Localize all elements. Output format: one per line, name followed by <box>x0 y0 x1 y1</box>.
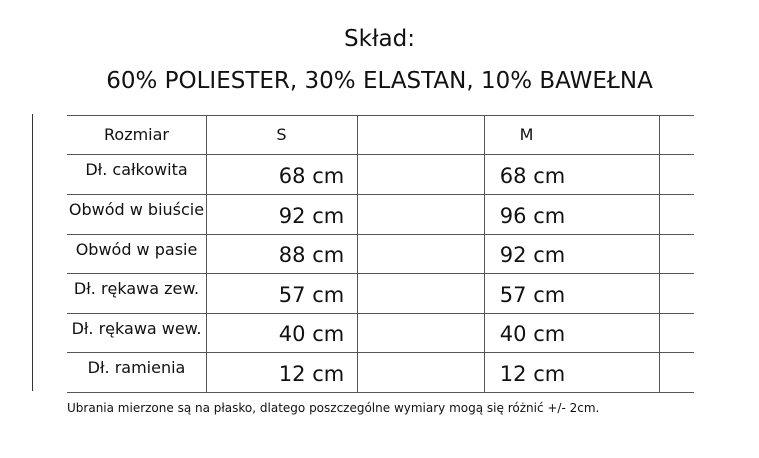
table-cell: 92 cm <box>499 243 566 267</box>
table-row-line <box>67 154 694 155</box>
table-column-line <box>357 115 358 392</box>
table-row-line <box>67 115 694 116</box>
table-row-line <box>67 352 694 353</box>
table-cell: Obwód w biuście <box>68 200 205 219</box>
table-row-line <box>67 273 694 274</box>
divider <box>32 114 33 391</box>
composition-title: Skład: <box>344 26 415 52</box>
table-row-line <box>67 234 694 235</box>
table-cell: 57 cm <box>278 283 345 307</box>
table-cell: S <box>276 125 287 144</box>
table-cell: 40 cm <box>278 322 345 346</box>
table-column-line <box>484 115 485 392</box>
table-cell: 12 cm <box>278 362 345 386</box>
table-row-line <box>67 392 694 393</box>
table-cell: 88 cm <box>278 243 345 267</box>
table-cell: Rozmiar <box>104 125 169 144</box>
table-row-line <box>67 194 694 195</box>
table-cell: 57 cm <box>499 283 566 307</box>
table-column-line <box>659 115 660 392</box>
table-cell: Obwód w pasie <box>75 240 198 259</box>
table-cell: 96 cm <box>499 204 566 228</box>
table-cell: 40 cm <box>499 322 566 346</box>
table-cell: 92 cm <box>278 204 345 228</box>
measurement-note: Ubrania mierzone są na płasko, dlatego p… <box>67 401 600 415</box>
table-cell: Dł. rękawa wew. <box>71 319 202 338</box>
composition-text: 60% POLIESTER, 30% ELASTAN, 10% BAWEŁNA <box>106 68 653 94</box>
table-cell: Dł. całkowita <box>85 160 188 179</box>
table-row-line <box>67 313 694 314</box>
table-cell: 12 cm <box>499 362 566 386</box>
table-cell: M <box>519 125 534 144</box>
table-cell: 68 cm <box>278 164 345 188</box>
table-column-line <box>206 115 207 392</box>
table-cell: Dł. ramienia <box>87 358 186 377</box>
table-cell: Dł. rękawa zew. <box>73 279 200 298</box>
table-cell: 68 cm <box>499 164 566 188</box>
